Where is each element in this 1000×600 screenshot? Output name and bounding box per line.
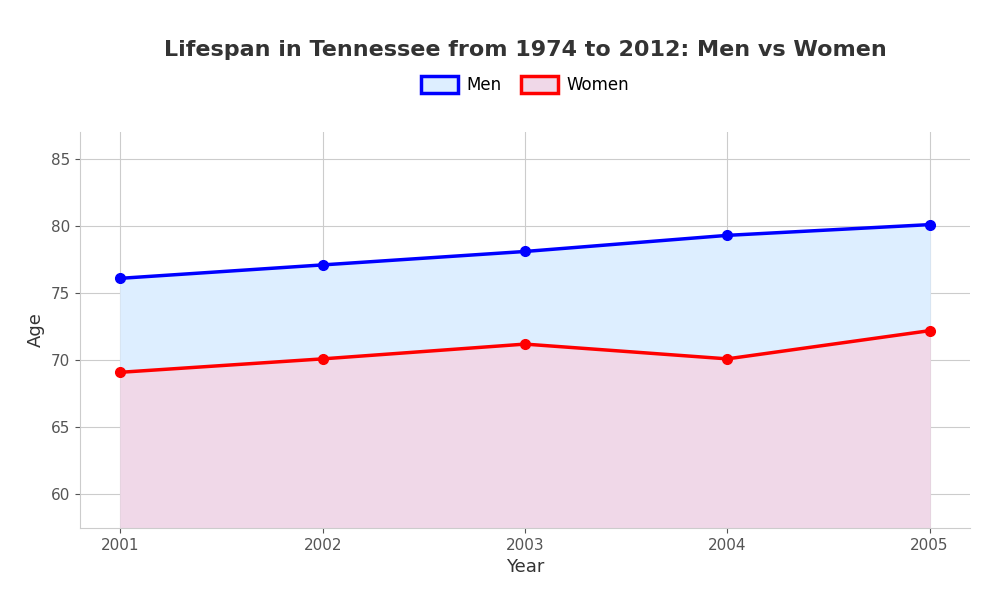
Title: Lifespan in Tennessee from 1974 to 2012: Men vs Women: Lifespan in Tennessee from 1974 to 2012:… [164, 40, 886, 59]
X-axis label: Year: Year [506, 558, 544, 576]
Y-axis label: Age: Age [27, 313, 45, 347]
Legend: Men, Women: Men, Women [414, 69, 636, 101]
